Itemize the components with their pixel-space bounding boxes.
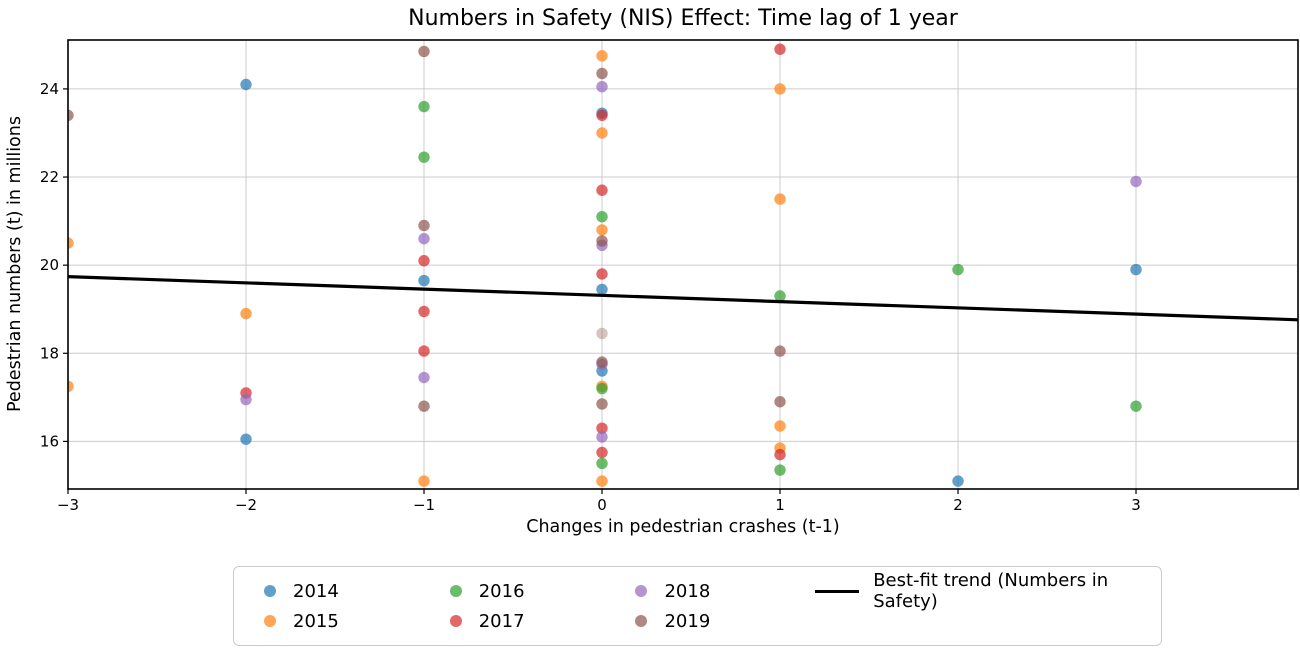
scatter-point-2017 xyxy=(418,255,430,267)
scatter-point-2017 xyxy=(596,422,608,434)
legend-label-2018: 2018 xyxy=(664,580,711,602)
legend-marker-icon-2016 xyxy=(449,585,462,597)
scatter-point-2018 xyxy=(596,81,608,93)
scatter-point-2019 xyxy=(418,219,430,232)
legend-item-2016: 2016 xyxy=(438,576,624,606)
scatter-point-2014 xyxy=(952,475,964,487)
trend-line-sample-icon xyxy=(815,589,860,593)
scatter-point-2015 xyxy=(596,224,608,236)
legend-item-2019: 2019 xyxy=(623,606,809,636)
scatter-point-2015 xyxy=(596,50,608,62)
scatter-point-2014 xyxy=(240,433,252,445)
legend-marker-icon-2014 xyxy=(264,585,276,597)
scatter-point-2016 xyxy=(596,382,608,395)
scatter-point-2015 xyxy=(596,127,608,139)
scatter-point-2019 xyxy=(68,109,74,122)
scatter-point-2015 xyxy=(774,420,786,432)
legend-item-2014: 2014 xyxy=(252,576,438,606)
legend-column-trend: Best-fit trend (Numbers in Safety) xyxy=(809,570,1161,612)
scatter-point-2014 xyxy=(596,283,608,296)
scatter-point-2019 xyxy=(596,327,608,340)
x-axis-label: Changes in pedestrian crashes (t-1) xyxy=(526,517,840,537)
legend-label-2016: 2016 xyxy=(478,580,525,602)
scatter-point-2015 xyxy=(68,237,74,249)
legend-marker-icon-2015 xyxy=(264,615,276,627)
scatter-point-2016 xyxy=(952,263,964,276)
scatter-point-2017 xyxy=(774,43,786,55)
x-tick-label: −3 xyxy=(57,496,79,514)
scatter-point-2019 xyxy=(774,345,786,357)
legend-label-2017: 2017 xyxy=(478,610,525,632)
scatter-point-2018 xyxy=(596,431,608,443)
trend-line xyxy=(68,275,1298,322)
legend-item-2018: 2018 xyxy=(623,576,809,606)
y-tick-label: 16 xyxy=(40,432,59,450)
scatter-point-2017 xyxy=(418,345,430,357)
scatter-point-2014 xyxy=(1130,263,1142,276)
legend-label-2015: 2015 xyxy=(293,610,339,632)
legend-marker-icon-2019 xyxy=(635,615,648,627)
scatter-point-2014 xyxy=(240,78,252,91)
scatter-point-2017 xyxy=(596,184,608,196)
scatter-point-2019 xyxy=(418,400,430,412)
scatter-point-2019 xyxy=(774,396,786,408)
x-tick-label: 1 xyxy=(775,496,785,514)
legend-item-trend: Best-fit trend (Numbers in Safety) xyxy=(809,570,1161,612)
scatter-point-2018 xyxy=(1130,175,1142,188)
legend-marker-icon-2017 xyxy=(449,615,462,627)
scatter-point-2017 xyxy=(418,305,430,318)
y-tick-label: 24 xyxy=(40,80,59,98)
scatter-point-2015 xyxy=(68,380,74,393)
legend-column: 2016 2017 xyxy=(438,576,624,636)
x-tick-label: −2 xyxy=(235,496,257,514)
legend-marker-icon-2018 xyxy=(635,585,648,597)
scatter-point-2017 xyxy=(596,446,608,459)
scatter-point-2016 xyxy=(774,464,786,476)
scatter-point-2016 xyxy=(418,151,430,163)
scatter-point-2019 xyxy=(596,398,608,410)
scatter-point-2015 xyxy=(774,193,786,205)
scatter-point-2015 xyxy=(418,475,430,487)
scatter-point-2016 xyxy=(596,210,608,223)
scatter-point-2019 xyxy=(596,67,608,80)
x-tick-label: 3 xyxy=(1131,496,1141,514)
scatter-point-2017 xyxy=(596,268,608,280)
y-axis-label: Pedestrian numbers (t) in millions xyxy=(5,116,25,413)
legend-column: 2014 2015 xyxy=(252,576,438,636)
scatter-point-2018 xyxy=(418,371,430,384)
axes-spines xyxy=(67,39,1299,490)
scatter-point-2015 xyxy=(774,83,786,95)
scatter-point-2019 xyxy=(596,356,608,368)
scatter-point-2017 xyxy=(774,448,786,461)
scatter-point-2016 xyxy=(1130,400,1142,412)
y-tick-label: 22 xyxy=(40,168,59,186)
y-tick-label: 18 xyxy=(40,344,59,362)
legend-label-2014: 2014 xyxy=(293,580,339,602)
scatter-point-2016 xyxy=(774,290,786,302)
scatter-point-2016 xyxy=(596,457,608,470)
legend-column: 2018 2019 xyxy=(623,576,809,636)
x-tick-label: 2 xyxy=(953,496,963,514)
x-tick-label: −1 xyxy=(413,496,435,514)
scatter-point-2016 xyxy=(418,100,430,113)
scatter-point-2018 xyxy=(418,233,430,245)
x-tick-label: 0 xyxy=(597,496,607,514)
scatter-point-2019 xyxy=(418,45,430,58)
scatter-point-2019 xyxy=(596,235,608,247)
legend-item-2015: 2015 xyxy=(252,606,438,636)
scatter-point-2015 xyxy=(596,475,608,487)
scatter-point-2015 xyxy=(240,307,252,320)
y-tick-label: 20 xyxy=(40,256,59,274)
legend-label-2019: 2019 xyxy=(664,610,711,632)
legend: 2014 2015 2016 2017 2018 2019 Best-fit tren… xyxy=(233,566,1162,646)
scatter-point-2014 xyxy=(418,274,430,287)
scatter-point-2017 xyxy=(596,109,608,122)
chart-title: Numbers in Safety (NIS) Effect: Time lag… xyxy=(408,6,958,31)
scatter-point-2018 xyxy=(240,393,252,406)
legend-label-trend: Best-fit trend (Numbers in Safety) xyxy=(873,570,1109,612)
legend-item-2017: 2017 xyxy=(438,606,624,636)
